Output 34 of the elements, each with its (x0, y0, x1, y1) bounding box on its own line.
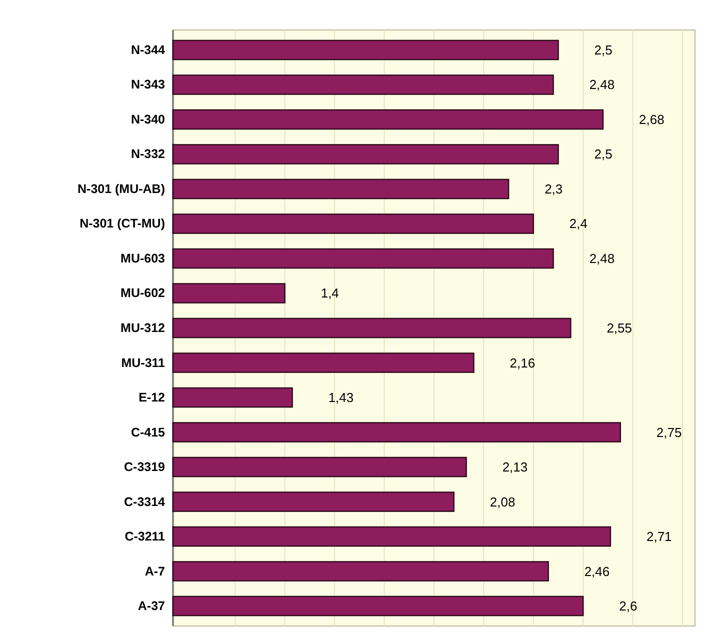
data-label: 1,4 (320, 286, 339, 301)
y-tick-label: C-3319 (124, 460, 166, 474)
y-tick-label: C-415 (130, 425, 166, 440)
data-label: 2,4 (569, 216, 588, 232)
y-tick-label: MU-312 (120, 321, 166, 335)
y-tick-label: C-3211 (124, 530, 166, 544)
y-tick-label: N-343 (130, 78, 166, 92)
data-label: 2,5 (594, 42, 612, 58)
y-tick-label: N-332 (130, 147, 166, 162)
y-tick-label: MU-602 (120, 286, 166, 300)
data-label: 2,3 (544, 181, 563, 196)
y-tick-label: C-3314 (124, 494, 166, 509)
y-tick-label: N-301 (CT-MU) (80, 216, 165, 231)
data-label: 2,75 (656, 424, 682, 440)
y-tick-label: N-340 (130, 112, 166, 126)
y-tick-label: N-344 (130, 42, 166, 57)
data-label: 2,68 (639, 112, 664, 127)
data-label: 2,6 (619, 598, 638, 614)
data-label: 2,55 (606, 320, 632, 336)
data-label: 2,71 (646, 529, 672, 544)
data-label: 2,08 (490, 494, 516, 510)
y-tick-label: A-37 (138, 599, 166, 614)
data-label: 2,16 (510, 355, 536, 370)
y-tick-label: A-7 (144, 564, 166, 578)
y-tick-label: E-12 (138, 390, 166, 405)
y-tick-label: MU-311 (121, 356, 166, 370)
data-label: 1,43 (328, 390, 354, 406)
data-label: 2,48 (589, 250, 615, 266)
data-label: 2,5 (594, 146, 612, 162)
y-tick-label: N-301 (MU-AB) (78, 182, 165, 196)
data-label: 2,13 (502, 460, 528, 475)
data-label: 2,48 (589, 77, 615, 92)
y-tick-label: MU-603 (120, 251, 166, 266)
data-label: 2,46 (584, 564, 610, 579)
